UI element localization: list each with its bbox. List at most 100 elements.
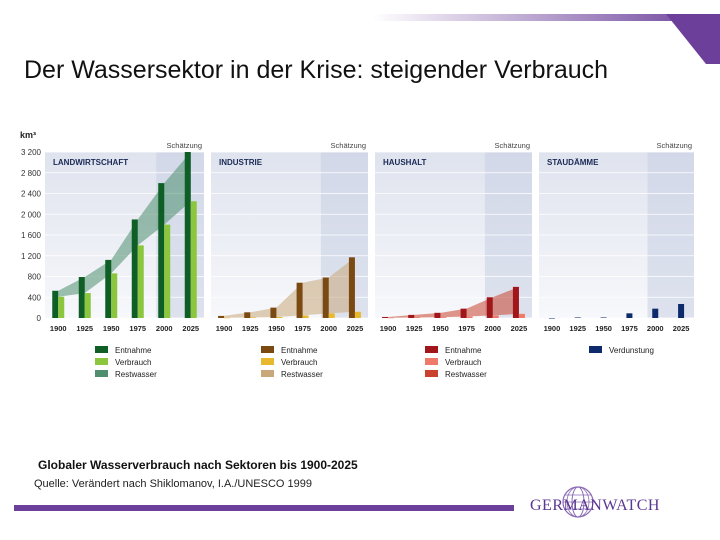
page-title: Der Wassersektor in der Krise: steigende… bbox=[24, 56, 609, 84]
y-axis-label: km³ bbox=[20, 130, 36, 140]
bar bbox=[600, 317, 607, 318]
legend-label: Restwasser bbox=[281, 370, 323, 379]
bar bbox=[270, 307, 277, 318]
x-tick-label: 1950 bbox=[103, 324, 120, 333]
x-tick-label: 1925 bbox=[569, 324, 586, 333]
y-tick-label: 3 200 bbox=[21, 148, 42, 157]
x-tick-label: 1900 bbox=[50, 324, 67, 333]
panel-title: STAUDÄMME bbox=[547, 158, 599, 167]
bar bbox=[548, 318, 555, 319]
x-tick-label: 1950 bbox=[268, 324, 285, 333]
x-tick-label: 2025 bbox=[511, 324, 528, 333]
x-tick-label: 1900 bbox=[380, 324, 397, 333]
water-use-chart: km³ 0 400 800 1 200 1 600 2 000 2 400 2 800 3 200… bbox=[20, 130, 694, 379]
panel-title: INDUSTRIE bbox=[219, 158, 263, 167]
x-tick-label: 1950 bbox=[432, 324, 449, 333]
x-tick-label: 1950 bbox=[595, 324, 612, 333]
x-tick-label: 1925 bbox=[242, 324, 259, 333]
bar bbox=[244, 312, 251, 318]
bar bbox=[158, 183, 165, 318]
x-tick-label: 1975 bbox=[621, 324, 638, 333]
legend-swatch bbox=[261, 358, 274, 365]
y-tick-label: 1 200 bbox=[21, 252, 42, 261]
panel-title: LANDWIRTSCHAFT bbox=[53, 158, 128, 167]
restwasser-band bbox=[388, 286, 519, 318]
bottom-accent-bar bbox=[14, 505, 514, 511]
estimate-label: Schätzung bbox=[167, 141, 202, 150]
bar bbox=[78, 277, 85, 318]
legend-label: Verbrauch bbox=[115, 358, 151, 367]
y-tick-label: 800 bbox=[28, 273, 42, 282]
bar bbox=[58, 296, 65, 318]
legend-swatch bbox=[425, 358, 438, 365]
bar bbox=[137, 245, 144, 318]
bar bbox=[466, 316, 473, 318]
logo-text: GERMANWATCH bbox=[530, 497, 660, 514]
bar bbox=[408, 314, 415, 318]
y-tick-label: 400 bbox=[28, 293, 42, 302]
x-tick-label: 1900 bbox=[216, 324, 233, 333]
bar bbox=[652, 308, 659, 318]
bar bbox=[131, 219, 138, 318]
x-tick-label: 1975 bbox=[458, 324, 475, 333]
bar bbox=[184, 152, 191, 318]
x-tick-label: 2025 bbox=[347, 324, 364, 333]
globe-icon bbox=[562, 486, 594, 518]
x-tick-label: 1900 bbox=[544, 324, 561, 333]
bar bbox=[302, 315, 309, 318]
x-tick-label: 1925 bbox=[76, 324, 93, 333]
legend-label: Restwasser bbox=[115, 370, 157, 379]
bar bbox=[382, 316, 389, 318]
legend-label: Entnahme bbox=[445, 346, 482, 355]
bar bbox=[414, 317, 421, 318]
legend-label: Entnahme bbox=[281, 346, 318, 355]
legend-swatch bbox=[589, 346, 602, 353]
x-tick-label: 1975 bbox=[294, 324, 311, 333]
estimate-label: Schätzung bbox=[331, 141, 366, 150]
legend-swatch bbox=[95, 370, 108, 377]
bar bbox=[250, 317, 257, 318]
bar bbox=[388, 317, 395, 319]
bar bbox=[678, 303, 685, 318]
bar bbox=[218, 315, 225, 318]
corner-accent bbox=[666, 14, 720, 64]
y-tick-label: 2 400 bbox=[21, 190, 42, 199]
x-tick-label: 2000 bbox=[156, 324, 173, 333]
bar bbox=[486, 297, 493, 318]
x-tick-label: 2000 bbox=[484, 324, 501, 333]
legend-label: Restwasser bbox=[445, 370, 487, 379]
y-tick-label: 2 800 bbox=[21, 169, 42, 178]
bar bbox=[111, 273, 118, 318]
y-tick-label: 2 000 bbox=[21, 210, 42, 219]
bar bbox=[190, 201, 197, 318]
legend-swatch bbox=[261, 346, 274, 353]
legend-label: Entnahme bbox=[115, 346, 152, 355]
bar bbox=[296, 282, 303, 318]
legend-swatch bbox=[261, 370, 274, 377]
y-tick-label: 1 600 bbox=[21, 231, 42, 240]
legend-swatch bbox=[425, 346, 438, 353]
bar bbox=[322, 277, 329, 318]
bar bbox=[52, 290, 59, 318]
top-accent-bar bbox=[372, 14, 720, 21]
legend-label: Verbrauch bbox=[281, 358, 317, 367]
x-tick-label: 2000 bbox=[320, 324, 337, 333]
bar bbox=[164, 224, 171, 318]
x-tick-label: 2025 bbox=[182, 324, 199, 333]
bar bbox=[276, 316, 283, 318]
panel-title: HAUSHALT bbox=[383, 158, 427, 167]
bar bbox=[434, 312, 441, 318]
estimate-label: Schätzung bbox=[657, 141, 692, 150]
x-tick-label: 1925 bbox=[406, 324, 423, 333]
bar bbox=[492, 315, 499, 318]
bar bbox=[354, 311, 361, 318]
chart-caption: Globaler Wasserverbrauch nach Sektoren b… bbox=[38, 458, 358, 472]
legend-label: Verbrauch bbox=[445, 358, 481, 367]
estimate-label: Schätzung bbox=[495, 141, 530, 150]
legend-swatch bbox=[95, 358, 108, 365]
bar bbox=[574, 317, 581, 318]
germanwatch-logo bbox=[562, 486, 594, 518]
bar bbox=[626, 313, 633, 318]
bar bbox=[105, 259, 112, 318]
bar bbox=[84, 293, 91, 318]
